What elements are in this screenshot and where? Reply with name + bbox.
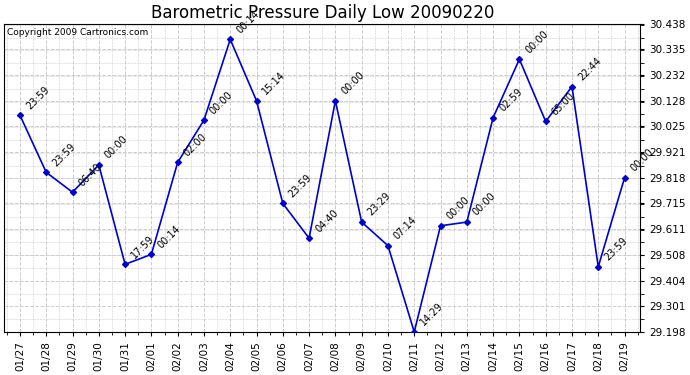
Text: 23:59: 23:59 xyxy=(24,84,51,111)
Text: 23:59: 23:59 xyxy=(287,172,314,199)
Text: 00:14: 00:14 xyxy=(155,224,182,250)
Text: 00:00: 00:00 xyxy=(444,195,471,222)
Text: 00:14: 00:14 xyxy=(235,9,261,35)
Text: 00:00: 00:00 xyxy=(471,191,497,218)
Text: 07:14: 07:14 xyxy=(392,215,419,242)
Text: 02:00: 02:00 xyxy=(182,132,208,158)
Text: 00:00: 00:00 xyxy=(208,89,235,116)
Text: 65:00: 65:00 xyxy=(550,90,577,117)
Text: 00:00: 00:00 xyxy=(524,28,550,55)
Text: 17:59: 17:59 xyxy=(129,233,156,260)
Text: 22:44: 22:44 xyxy=(576,56,603,82)
Text: 02:59: 02:59 xyxy=(497,87,524,114)
Text: 23:59: 23:59 xyxy=(50,141,77,168)
Title: Barometric Pressure Daily Low 20090220: Barometric Pressure Daily Low 20090220 xyxy=(150,4,494,22)
Text: 00:00: 00:00 xyxy=(629,147,656,174)
Text: 06:40: 06:40 xyxy=(77,161,104,188)
Text: 23:29: 23:29 xyxy=(366,191,393,218)
Text: 23:59: 23:59 xyxy=(602,236,629,262)
Text: 14:29: 14:29 xyxy=(418,301,445,328)
Text: 04:40: 04:40 xyxy=(313,207,340,234)
Text: Copyright 2009 Cartronics.com: Copyright 2009 Cartronics.com xyxy=(8,28,148,38)
Text: 00:00: 00:00 xyxy=(103,134,130,161)
Text: 15:14: 15:14 xyxy=(261,70,288,97)
Text: 00:00: 00:00 xyxy=(339,70,366,97)
